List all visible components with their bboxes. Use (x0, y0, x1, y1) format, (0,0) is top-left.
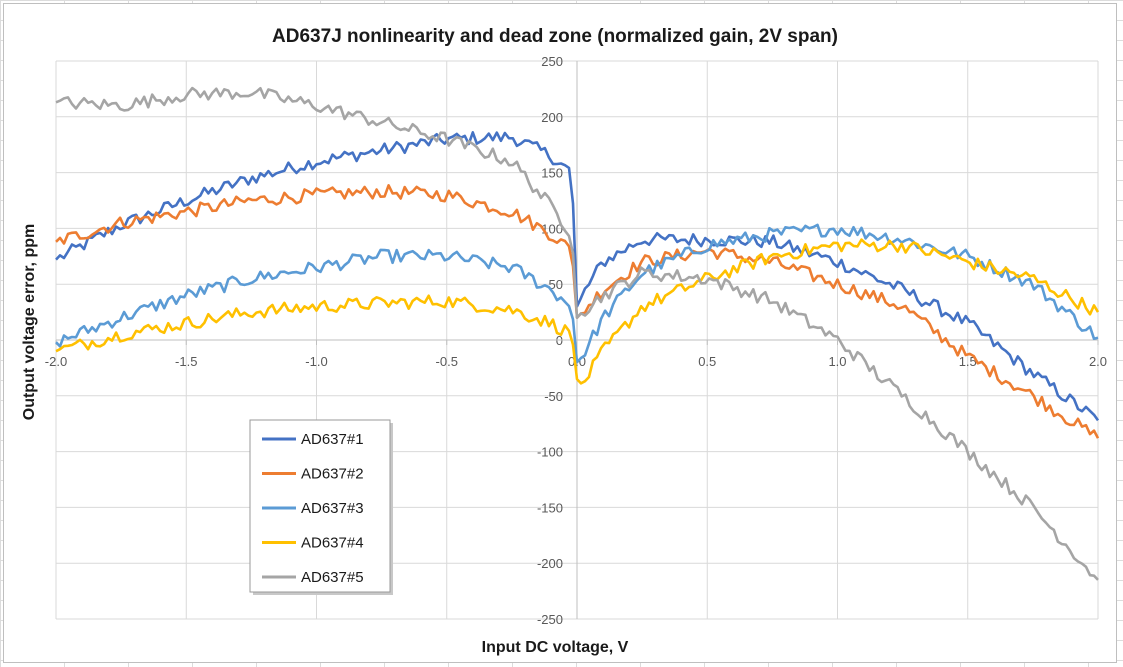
legend-label-1: AD637#1 (301, 431, 364, 448)
x-tick-label: -0.5 (436, 354, 458, 369)
legend-box (249, 419, 391, 593)
series-line-5[interactable] (55, 86, 1099, 581)
y-tick-label: 150 (541, 166, 563, 181)
y-tick-label: 50 (549, 277, 563, 292)
chart-title[interactable]: AD637J nonlinearity and dead zone (norma… (272, 26, 838, 47)
x-tick-label: 2.0 (1089, 354, 1107, 369)
x-tick-label: -2.0 (45, 354, 67, 369)
y-tick-label: -150 (537, 500, 563, 515)
y-tick-label: -250 (537, 612, 563, 627)
x-tick-label: -1.5 (175, 354, 197, 369)
y-axis-title[interactable]: Output voltage error, ppm (21, 224, 38, 420)
y-tick-label: 250 (541, 54, 563, 69)
legend-label-2: AD637#2 (301, 466, 364, 483)
y-tick-label: -50 (544, 389, 563, 404)
y-tick-label: 200 (541, 110, 563, 125)
x-axis-title[interactable]: Input DC voltage, V (482, 639, 629, 656)
x-tick-label: -1.0 (305, 354, 327, 369)
series-line-4[interactable] (55, 238, 1100, 385)
legend[interactable]: AD637#1 AD637#2 AD637#3 AD637#4 AD637#5 (249, 419, 393, 595)
x-tick-label: 1.0 (828, 354, 846, 369)
series-line-3[interactable] (55, 223, 1099, 364)
legend-label-3: AD637#3 (301, 500, 364, 517)
legend-label-5: AD637#5 (301, 569, 364, 586)
y-tick-label: -200 (537, 556, 563, 571)
y-tick-label: -100 (537, 445, 563, 460)
x-axis: -2.0 -1.5 -1.0 -0.5 0.0 0.5 1.0 1.5 2.0 (45, 339, 1107, 369)
series-group (55, 86, 1100, 581)
x-tick-label: 0.5 (698, 354, 716, 369)
x-tick-label: 1.5 (959, 354, 977, 369)
legend-label-4: AD637#4 (301, 535, 364, 552)
